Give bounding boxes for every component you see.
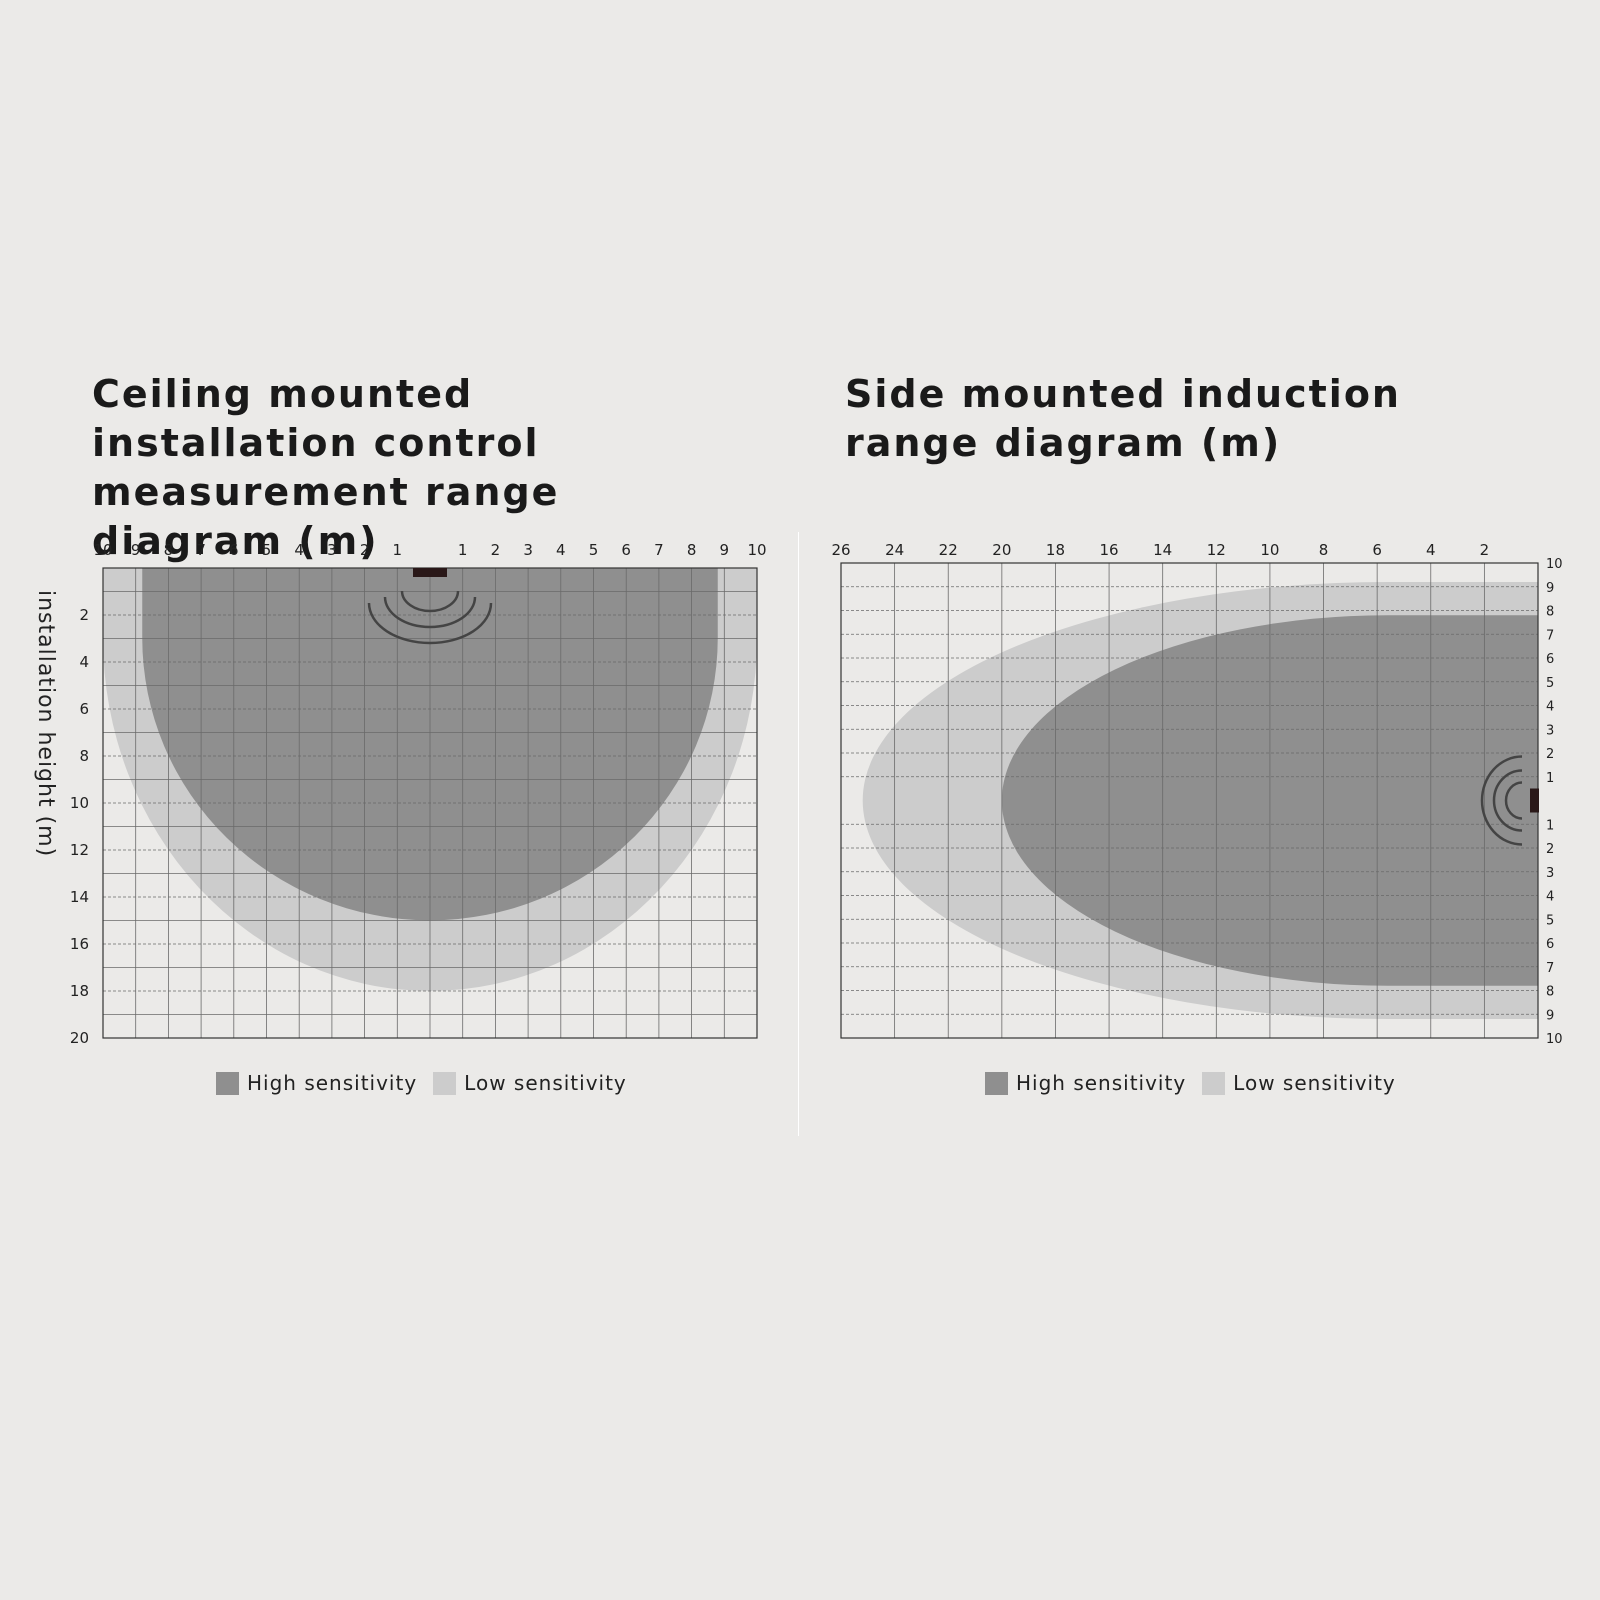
side-y-tick-label: 4 [1546, 700, 1554, 715]
ceiling-x-tick-label: 5 [262, 541, 272, 559]
side-y-tick-label: 8 [1546, 605, 1554, 620]
side-legend: High sensitivity Low sensitivity [985, 1071, 1412, 1095]
side-y-tick-label: 3 [1546, 723, 1554, 738]
side-y-tick-label: 6 [1546, 652, 1554, 667]
ceiling-x-tick-label: 8 [687, 541, 697, 559]
legend-swatch-low [433, 1071, 457, 1095]
side-y-tick-label: 10 [1546, 557, 1563, 572]
legend-label-low: Low sensitivity [1233, 1071, 1396, 1095]
ceiling-x-tick-label: 10 [93, 541, 112, 559]
ceiling-x-tick-label: 2 [360, 541, 370, 559]
signal-wave-icon [1504, 781, 1523, 820]
ceiling-y-tick-label: 20 [70, 1029, 89, 1047]
ceiling-diagram-title: Ceiling mounted installation control mea… [92, 372, 560, 563]
side-y-tick-label: 5 [1546, 676, 1554, 691]
side-x-tick-label: 18 [1046, 541, 1065, 559]
signal-wave-icon [1492, 769, 1523, 832]
ceiling-x-tick-label: 1 [458, 541, 468, 559]
side-x-tick-label: 20 [992, 541, 1011, 559]
side-sensor-icon [1530, 788, 1539, 813]
ceiling-legend: High sensitivity Low sensitivity [216, 1071, 643, 1095]
side-y-tick-label: 1 [1546, 818, 1554, 833]
side-y-tick-label: 7 [1546, 628, 1554, 643]
side-y-tick-label: 2 [1546, 842, 1554, 857]
side-x-tick-label: 26 [831, 541, 850, 559]
legend-swatch-low [1202, 1071, 1226, 1095]
ceiling-y-tick-label: 12 [70, 841, 89, 859]
ceiling-x-tick-label: 5 [589, 541, 599, 559]
ceiling-x-tick-label: 9 [720, 541, 730, 559]
signal-wave-icon [367, 602, 493, 645]
ceiling-y-tick-label: 4 [79, 653, 89, 671]
side-y-tick-label: 10 [1546, 1032, 1563, 1047]
ceiling-x-tick-label: 8 [164, 541, 174, 559]
side-x-tick-label: 10 [1260, 541, 1279, 559]
side-x-tick-label: 16 [1100, 541, 1119, 559]
ceiling-y-tick-label: 2 [79, 606, 89, 624]
ceiling-x-tick-label: 9 [131, 541, 141, 559]
side-x-tick-label: 4 [1426, 541, 1436, 559]
legend-swatch-high [216, 1071, 239, 1095]
side-range-diagram: 26 24 22 20 18 16 14 12 10 8 6 4 2 10987654321123456… [831, 541, 1563, 1047]
legend-label-low: Low sensitivity [464, 1071, 627, 1095]
ceiling-x-tick-label: 6 [229, 541, 239, 559]
ceiling-x-tick-label: 6 [621, 541, 631, 559]
panel-divider [798, 532, 799, 1136]
legend-label-high: High sensitivity [247, 1071, 418, 1095]
side-diagram-title: Side mounted induction range diagram (m) [845, 372, 1401, 465]
ceiling-x-tick-label: 7 [654, 541, 664, 559]
ceiling-y-tick-label: 6 [79, 700, 89, 718]
side-y-tick-label: 8 [1546, 985, 1554, 1000]
side-y-tick-label: 7 [1546, 961, 1554, 976]
side-y-tick-label: 4 [1546, 890, 1554, 905]
ceiling-sensor-icon [413, 568, 447, 577]
side-x-tick-label: 22 [939, 541, 958, 559]
signal-wave-icon [400, 590, 460, 613]
ceiling-x-tick-label: 4 [556, 541, 566, 559]
side-y-tick-label: 1 [1546, 771, 1554, 786]
side-y-tick-label: 9 [1546, 581, 1554, 596]
ceiling-y-tick-label: 14 [70, 888, 89, 906]
side-x-tick-label: 24 [885, 541, 904, 559]
ceiling-x-tick-label: 10 [747, 541, 766, 559]
side-y-tick-label: 2 [1546, 747, 1554, 762]
legend-swatch-high [985, 1071, 1008, 1095]
ceiling-y-tick-label: 16 [70, 935, 89, 953]
side-y-tick-label: 5 [1546, 913, 1554, 928]
ceiling-x-tick-label: 1 [393, 541, 403, 559]
legend-label-high: High sensitivity [1016, 1071, 1187, 1095]
ceiling-y-tick-label: 18 [70, 982, 89, 1000]
side-x-tick-label: 12 [1207, 541, 1226, 559]
side-x-tick-label: 14 [1153, 541, 1172, 559]
ceiling-y-tick-label: 8 [79, 747, 89, 765]
signal-wave-icon [383, 596, 477, 629]
side-y-tick-label: 3 [1546, 866, 1554, 881]
ceiling-x-tick-label: 2 [491, 541, 501, 559]
ceiling-x-tick-label: 4 [294, 541, 304, 559]
ceiling-x-tick-label: 3 [523, 541, 533, 559]
side-y-tick-label: 9 [1546, 1008, 1554, 1023]
ceiling-y-tick-label: 10 [70, 794, 89, 812]
ceiling-y-axis-label: installation height (m) [33, 590, 58, 858]
signal-wave-icon [1480, 755, 1523, 846]
side-x-tick-label: 8 [1319, 541, 1329, 559]
side-x-tick-label: 6 [1372, 541, 1382, 559]
ceiling-x-tick-label: 3 [327, 541, 337, 559]
side-y-tick-label: 6 [1546, 937, 1554, 952]
ceiling-x-tick-label: 7 [196, 541, 206, 559]
side-x-tick-label: 2 [1480, 541, 1490, 559]
